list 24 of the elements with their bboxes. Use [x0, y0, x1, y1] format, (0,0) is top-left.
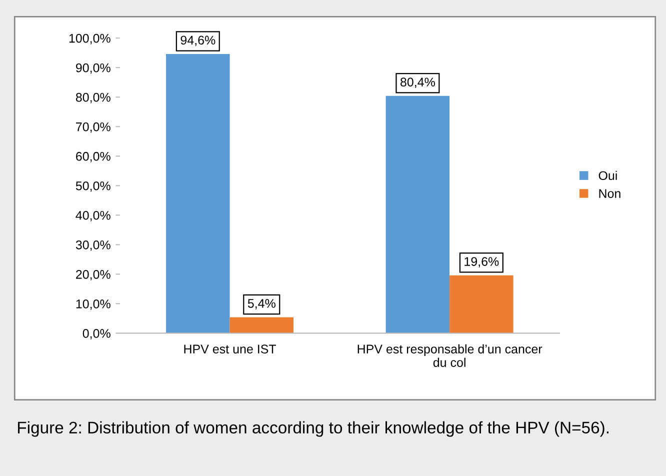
bar	[450, 275, 514, 334]
legend-label: Non	[599, 189, 620, 198]
y-tick-label: 80,0%	[76, 92, 110, 104]
y-tick-label: 30,0%	[76, 240, 110, 251]
y-tick-label: 100,0%	[69, 34, 110, 44]
y-tick-label: 60,0%	[76, 152, 110, 162]
caption: Figure 2: Distribution of women according to their knowledge of the HPV (N=56).	[18, 421, 608, 437]
legend-label: Oui	[598, 170, 617, 180]
data-label: 94,6%	[180, 36, 216, 46]
bar	[386, 96, 450, 334]
bar	[230, 317, 294, 334]
data-label: 19,6%	[464, 257, 499, 268]
y-tick-label: 40,0%	[76, 210, 110, 222]
y-tick-label: 90,0%	[76, 63, 110, 74]
data-label: 5,4%	[248, 299, 276, 310]
y-tick-label: 10,0%	[76, 299, 110, 310]
y-tick-label: 70,0%	[76, 122, 110, 133]
y-tick-label: 0,0%	[82, 329, 110, 340]
x-tick-label: HPV est responsable d’un cancer du col	[358, 344, 542, 367]
y-tick-label: 20,0%	[76, 270, 110, 280]
x-tick-label: HPV est une IST	[184, 344, 276, 354]
bar	[166, 54, 230, 334]
y-tick-label: 50,0%	[76, 181, 110, 192]
data-label: 80,4%	[400, 78, 435, 88]
